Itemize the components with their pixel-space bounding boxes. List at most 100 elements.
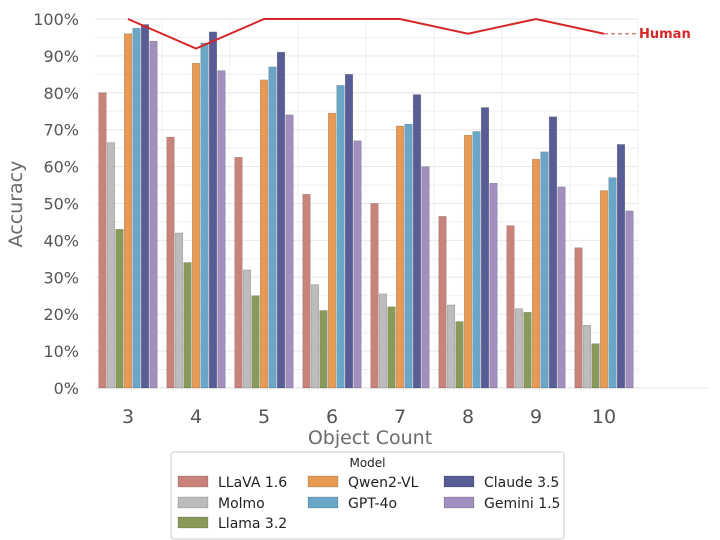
legend-swatch [307, 496, 339, 509]
legend-label: Gemini 1.5 [484, 496, 560, 512]
y-tick-label: 50% [43, 195, 79, 214]
bar [599, 190, 609, 389]
bar [115, 229, 124, 389]
bar [200, 42, 209, 389]
human-line [127, 17, 605, 50]
y-tick-label: 70% [43, 121, 79, 140]
legend-label: GPT-4o [348, 496, 397, 512]
bar [582, 324, 592, 389]
x-tick-label: 3 [122, 406, 134, 428]
bar [480, 107, 490, 389]
bar [285, 114, 294, 389]
bar [140, 24, 150, 389]
bar [242, 269, 252, 389]
bar [608, 177, 617, 389]
y-tick-label: 10% [43, 342, 79, 361]
bar [251, 295, 260, 389]
bar [191, 62, 201, 389]
y-tick-label: 80% [43, 84, 79, 103]
bar [506, 225, 515, 389]
bar [353, 140, 362, 389]
legend-swatch [307, 475, 339, 488]
bar [319, 310, 328, 389]
y-axis-ticks: 0% 10% 20% 30% 40% 50% 60% 70% 80% 90% 100% [33, 10, 79, 398]
bar [183, 262, 192, 389]
y-tick-label: 100% [33, 10, 79, 29]
bar [378, 293, 388, 389]
legend-swatch [177, 475, 209, 488]
bar [395, 125, 405, 389]
x-tick-label: 8 [462, 406, 474, 428]
bar [344, 74, 354, 389]
bar [268, 66, 277, 389]
legend-swatch [443, 496, 475, 509]
legend-swatch [443, 475, 475, 488]
human-reference: Human [127, 17, 691, 50]
bar [625, 210, 634, 389]
legend-items: LLaVA 1.6 Molmo Llama 3.2 Qwen2-VL GPT-4o Cla… [177, 475, 560, 532]
x-axis-title: Object Count [308, 427, 432, 449]
bar [472, 131, 481, 389]
x-tick-label: 9 [530, 406, 542, 428]
bar [98, 92, 107, 389]
x-tick-label: 4 [190, 406, 202, 428]
bar [276, 51, 286, 389]
bar [327, 112, 337, 389]
bar [234, 157, 243, 389]
bar [310, 284, 320, 389]
legend-swatch [177, 516, 209, 529]
bar [404, 123, 413, 389]
bar [463, 134, 473, 389]
bar [514, 308, 524, 389]
bar [149, 40, 158, 389]
legend-label: LLaVA 1.6 [218, 475, 287, 491]
legend-swatch [177, 496, 209, 509]
x-tick-label: 6 [326, 406, 338, 428]
x-axis-ticks: 3 4 5 6 7 8 9 10 [122, 406, 616, 428]
bar [574, 247, 583, 389]
bar [208, 31, 218, 389]
y-tick-label: 20% [43, 305, 79, 324]
bar [412, 94, 422, 389]
bar [455, 321, 464, 389]
bar [336, 85, 345, 389]
bar [132, 27, 141, 389]
legend-frame [170, 451, 565, 540]
y-tick-label: 0% [54, 379, 79, 398]
bar [531, 158, 541, 389]
x-tick-label: 5 [258, 406, 270, 428]
legend-label: Qwen2-VL [348, 475, 419, 491]
legend-label: Molmo [218, 496, 265, 512]
bar [591, 343, 600, 389]
bar [446, 304, 456, 389]
bar [370, 203, 379, 389]
bar [302, 193, 311, 389]
bar [616, 144, 626, 389]
bar [438, 216, 447, 389]
y-axis-title: Accuracy [5, 161, 27, 248]
bar [421, 166, 430, 389]
bars [98, 24, 634, 389]
bar [548, 116, 558, 389]
bar [123, 33, 133, 389]
bar [106, 142, 116, 389]
legend: Model LLaVA 1.6 Molmo Llama 3.2 Qwen2-VL GPT… [170, 451, 565, 540]
bar [557, 186, 566, 389]
legend-label: Claude 3.5 [484, 475, 559, 491]
bar [540, 151, 549, 389]
bar [387, 306, 396, 389]
bar [166, 136, 175, 389]
bar [217, 70, 226, 389]
bar [523, 312, 532, 389]
x-tick-label: 10 [592, 406, 616, 428]
y-tick-label: 30% [43, 268, 79, 287]
y-tick-label: 90% [43, 47, 79, 66]
x-tick-label: 7 [394, 406, 406, 428]
y-tick-label: 60% [43, 158, 79, 177]
legend-label: Llama 3.2 [218, 516, 287, 532]
bar [489, 182, 498, 389]
bar [259, 79, 269, 389]
legend-title: Model [349, 456, 385, 470]
y-tick-label: 40% [43, 231, 79, 250]
